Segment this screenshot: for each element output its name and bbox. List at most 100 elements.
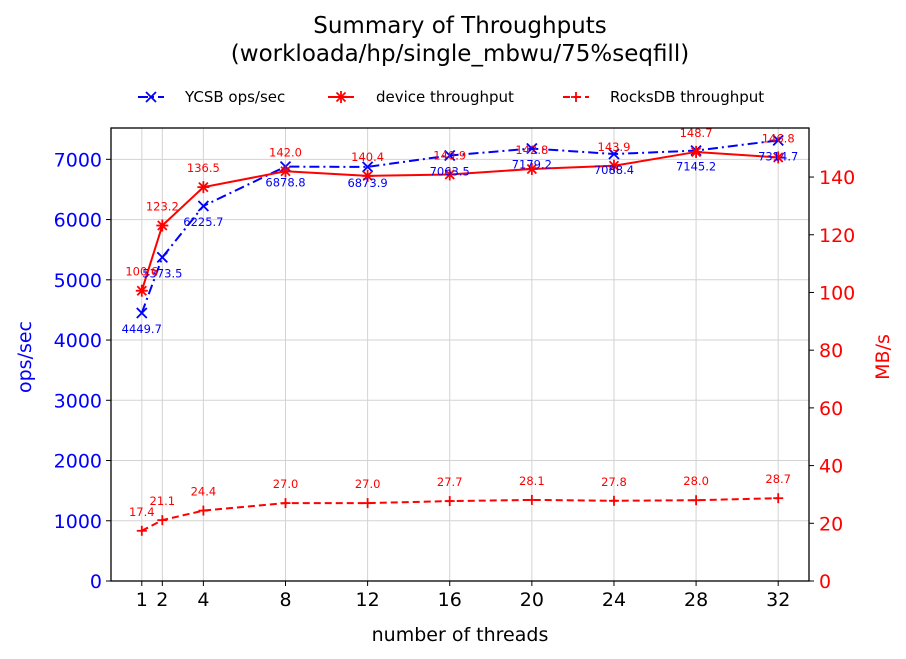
marker-stroke [444, 149, 456, 162]
data-label-ycsb-ops-sec: 7145.2 [676, 160, 716, 174]
x-tick-label: 1 [136, 589, 148, 611]
data-label-rocksdb-throughput: 17.4 [129, 505, 155, 519]
right-y-tick-label: 100 [819, 282, 855, 304]
marker-stroke [198, 182, 209, 193]
data-label-device-throughput: 123.2 [146, 200, 179, 214]
data-label-ycsb-ops-sec: 4449.7 [122, 322, 162, 336]
x-tick-label: 16 [438, 589, 462, 611]
legend: YCSB ops/sec device throughput RocksDB thr… [138, 88, 764, 106]
marker-stroke [197, 200, 210, 212]
data-label-device-throughput: 142.8 [515, 143, 548, 157]
data-label-rocksdb-throughput: 21.1 [150, 494, 176, 508]
data-point-ycsb-ops-sec [772, 134, 784, 147]
data-label-ycsb-ops-sec: 7314.7 [758, 149, 798, 163]
right-y-tick-label: 0 [819, 571, 831, 593]
data-label-ycsb-ops-sec: 6225.7 [183, 215, 223, 229]
x-tick-label: 4 [197, 589, 209, 611]
data-label-device-throughput: 143.9 [598, 140, 631, 154]
x-tick-label: 12 [356, 589, 380, 611]
right-y-axis-label: MB/s [872, 334, 894, 380]
data-point-rocksdb-throughput [444, 496, 455, 507]
left-y-tick-label: 0 [90, 571, 102, 593]
marker-stroke [773, 152, 784, 163]
x-tick-label: 32 [766, 589, 790, 611]
marker-stroke [608, 148, 620, 160]
left-y-axis-label: ops/sec [14, 321, 36, 393]
legend-label-device-throughput: device throughput [376, 88, 514, 106]
right-y-tick-label: 140 [819, 167, 855, 189]
chart-subtitle: (workloada/hp/single_mbwu/75%seqfill) [231, 41, 689, 67]
data-point-rocksdb-throughput [773, 493, 784, 504]
data-label-device-throughput: 140.9 [433, 148, 466, 162]
data-point-device-throughput [690, 145, 703, 158]
marker-stroke [608, 160, 620, 171]
marker-stroke [335, 91, 347, 103]
data-label-rocksdb-throughput: 28.0 [683, 474, 709, 488]
left-y-tick-label: 3000 [54, 390, 102, 412]
marker-stroke [136, 285, 147, 296]
marker-stroke [157, 220, 168, 231]
legend-marker-ycsb-ops-sec [145, 91, 157, 103]
series-line-rocksdb-throughput [141, 497, 779, 532]
left-y-tick-label: 2000 [54, 451, 102, 473]
x-axis-label: number of threads [372, 624, 549, 646]
marker-stroke [690, 146, 702, 158]
data-point-ycsb-ops-sec [197, 200, 210, 212]
right-y-tick-label: 60 [819, 398, 843, 420]
data-point-rocksdb-throughput [280, 498, 291, 509]
data-label-rocksdb-throughput: 27.0 [273, 477, 299, 491]
marker-stroke [444, 169, 455, 180]
data-label-device-throughput: 142.0 [269, 145, 302, 159]
data-point-ycsb-ops-sec [156, 251, 168, 263]
data-point-device-throughput [525, 162, 538, 175]
marker-stroke [526, 142, 538, 155]
data-label-device-throughput: 136.5 [187, 161, 220, 175]
data-point-device-throughput [197, 181, 210, 194]
left-y-tick-label: 4000 [54, 330, 102, 352]
data-point-rocksdb-throughput [526, 494, 537, 505]
data-label-rocksdb-throughput: 27.7 [437, 475, 463, 489]
series-line-device-throughput [140, 150, 779, 292]
marker-stroke [526, 163, 537, 175]
data-point-device-throughput [279, 165, 292, 178]
data-label-device-throughput: 146.8 [762, 131, 795, 145]
data-point-rocksdb-throughput [691, 495, 702, 506]
legend-marker-rocksdb-throughput [571, 92, 581, 102]
data-label-ycsb-ops-sec: 7179.2 [512, 158, 552, 172]
data-point-device-throughput [607, 159, 620, 172]
left-y-tick-label: 7000 [54, 149, 102, 171]
data-label-rocksdb-throughput: 28.7 [765, 472, 791, 486]
data-label-rocksdb-throughput: 28.1 [519, 474, 545, 488]
data-point-ycsb-ops-sec [526, 142, 538, 155]
data-point-device-throughput [156, 219, 169, 232]
left-y-tick-label: 6000 [54, 210, 102, 232]
series-line-ycsb-ops-sec [140, 139, 779, 314]
right-y-tick-label: 80 [819, 340, 843, 362]
legend-marker-device-throughput [335, 91, 347, 103]
data-label-device-throughput: 100.6 [125, 265, 158, 279]
marker-stroke [156, 251, 168, 263]
legend-label-rocksdb-throughput: RocksDB throughput [610, 88, 764, 106]
data-point-ycsb-ops-sec [136, 307, 148, 319]
data-label-ycsb-ops-sec: 6873.9 [347, 176, 387, 190]
data-label-rocksdb-throughput: 27.0 [355, 477, 381, 491]
right-y-tick-label: 120 [819, 225, 855, 247]
data-point-rocksdb-throughput [157, 515, 168, 526]
data-point-ycsb-ops-sec [444, 149, 456, 162]
data-label-device-throughput: 148.7 [680, 126, 713, 140]
x-tick-label: 24 [602, 589, 626, 611]
chart-title: Summary of Throughputs [313, 13, 607, 39]
data-point-rocksdb-throughput [608, 495, 619, 506]
data-point-device-throughput [443, 168, 456, 181]
data-label-ycsb-ops-sec: 7063.5 [430, 164, 470, 178]
data-label-device-throughput: 140.4 [351, 150, 384, 164]
marker-stroke [362, 170, 373, 182]
plot-frame [110, 127, 810, 582]
data-label-ycsb-ops-sec: 6878.8 [265, 176, 305, 190]
x-tick-label: 20 [520, 589, 544, 611]
left-y-tick-label: 1000 [54, 511, 102, 533]
data-point-device-throughput [361, 169, 374, 182]
right-y-tick-label: 20 [819, 513, 843, 535]
x-tick-label: 2 [156, 589, 168, 611]
